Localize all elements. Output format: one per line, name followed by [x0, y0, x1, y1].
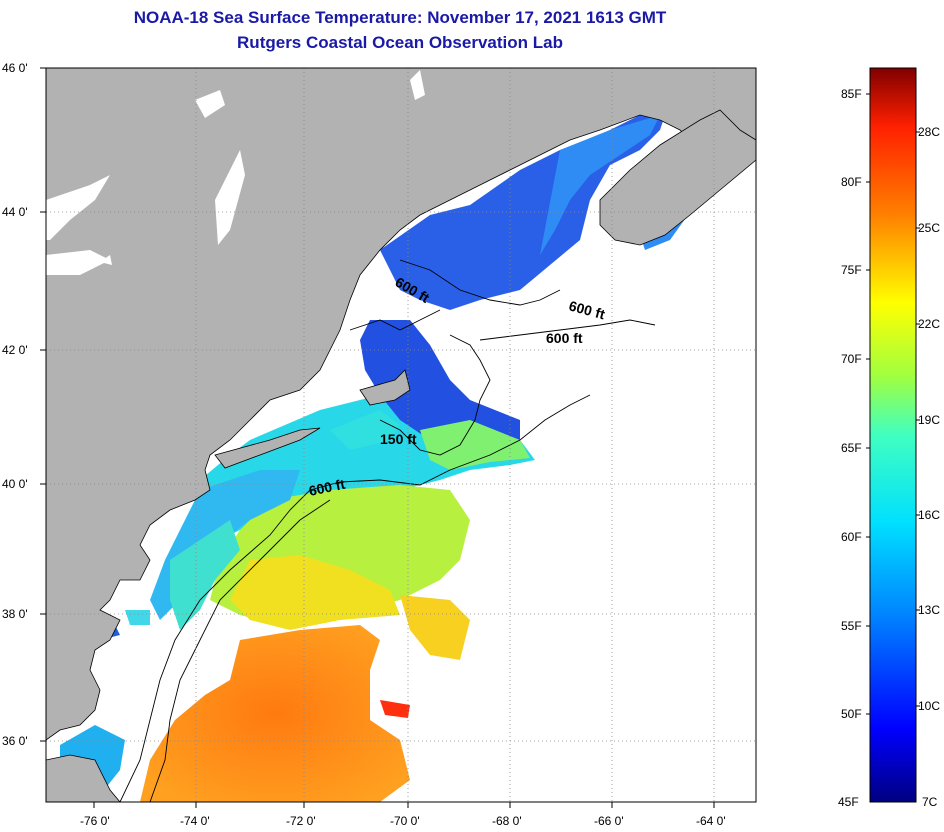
contour-label: 600 ft [546, 330, 583, 346]
colorbar-f-label: 85F [841, 87, 862, 101]
colorbar-f-label: 75F [841, 263, 862, 277]
colorbar-f-label: 65F [841, 441, 862, 455]
colorbar-c-label: 22C [918, 317, 940, 331]
lat-label: 44 0' [2, 205, 28, 219]
colorbar-f-label: 50F [841, 707, 862, 721]
lon-label: -64 0' [696, 814, 726, 828]
colorbar-f-label: 60F [841, 530, 862, 544]
lat-labels: 46 0' 44 0' 42 0' 40 0' 38 0' 36 0' [2, 61, 28, 748]
colorbar-c-label: 28C [918, 125, 940, 139]
depth-contours [119, 259, 656, 802]
colorbar-f-label: 70F [841, 352, 862, 366]
colorbar-c-label: 7C [922, 795, 938, 809]
contour-label: 150 ft [380, 431, 417, 447]
lon-label: -66 0' [594, 814, 624, 828]
lon-label: -70 0' [390, 814, 420, 828]
lon-labels: -76 0' -74 0' -72 0' -70 0' -68 0' -66 0… [80, 814, 726, 828]
colorbar-c-label: 16C [918, 508, 940, 522]
colorbar: 85F 80F 75F 70F 65F 60F 55F 50F 45F 28C … [838, 67, 940, 809]
map-subtitle: Rutgers Coastal Ocean Observation Lab [237, 33, 563, 52]
map-title: NOAA-18 Sea Surface Temperature: Novembe… [133, 8, 667, 27]
lon-label: -74 0' [180, 814, 210, 828]
colorbar-c-label: 19C [918, 413, 940, 427]
plot-frame [45, 67, 757, 803]
lon-label: -68 0' [492, 814, 522, 828]
lat-label: 36 0' [2, 734, 28, 748]
colorbar-c-label: 10C [918, 699, 940, 713]
lat-label: 46 0' [2, 61, 28, 75]
lakes [46, 70, 425, 275]
lon-label: -76 0' [80, 814, 110, 828]
colorbar-f-label: 55F [841, 619, 862, 633]
colorbar-c-label: 25C [918, 221, 940, 235]
lat-label: 40 0' [2, 477, 28, 491]
colorbar-f-label: 80F [841, 175, 862, 189]
lat-label: 42 0' [2, 343, 28, 357]
colorbar-scale [869, 67, 917, 803]
colorbar-f-label: 45F [838, 795, 859, 809]
axis-ticks [40, 67, 715, 808]
contour-label: 600 ft [307, 476, 346, 499]
colorbar-c-label: 13C [918, 603, 940, 617]
lon-label: -72 0' [286, 814, 316, 828]
lat-label: 38 0' [2, 607, 28, 621]
